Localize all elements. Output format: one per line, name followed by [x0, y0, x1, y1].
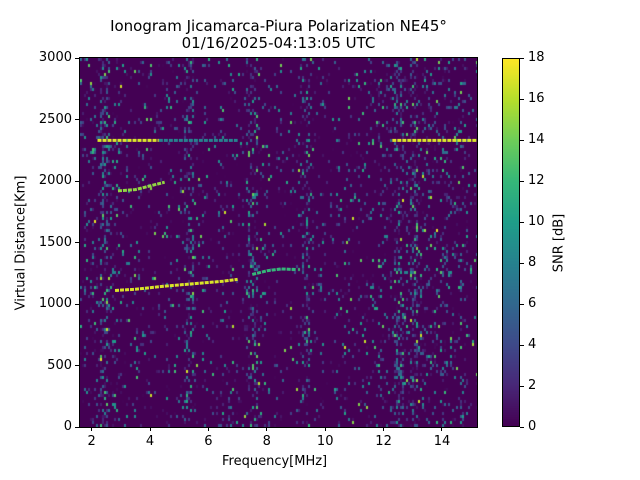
colorbar-tick-label: 18 — [528, 50, 545, 65]
x-tick — [441, 427, 443, 431]
plot-frame — [79, 57, 478, 428]
colorbar-tick — [520, 344, 524, 346]
y-tick-label: 1000 — [38, 296, 72, 311]
y-tick — [75, 242, 79, 243]
echo-trace-0 — [114, 277, 238, 292]
x-tick-label: 4 — [145, 434, 155, 449]
colorbar-tick-label: 4 — [528, 337, 537, 352]
colorbar-tick — [520, 180, 524, 182]
colorbar-tick-label: 14 — [528, 132, 545, 147]
colorbar-tick-label: 8 — [528, 255, 537, 270]
colorbar-tick — [520, 426, 524, 428]
colorbar-tick — [520, 57, 524, 59]
y-tick — [75, 365, 79, 366]
chart-title: Ionogram Jicamarca-Piura Polarization NE… — [110, 17, 447, 35]
y-tick — [75, 57, 79, 59]
y-tick-label: 1500 — [38, 234, 72, 250]
colorbar-tick — [520, 303, 524, 305]
x-tick-label: 6 — [204, 434, 213, 449]
x-tick — [91, 427, 93, 431]
colorbar-tick-label: 0 — [528, 419, 537, 434]
y-tick — [75, 119, 79, 120]
x-tick-label: 14 — [433, 434, 451, 449]
y-tick — [75, 180, 79, 182]
y-axis-label: Virtual Distance[Km] — [13, 175, 29, 311]
colorbar-tick — [520, 139, 524, 141]
colorbar-tick — [520, 98, 524, 100]
x-tick — [149, 427, 151, 431]
ionogram-heatmap — [80, 58, 477, 427]
x-tick-label: 12 — [375, 434, 392, 449]
x-tick — [383, 427, 385, 431]
colorbar-tick — [520, 385, 524, 387]
colorbar-tick-label: 12 — [528, 173, 545, 188]
colorbar-tick-label: 6 — [528, 296, 537, 311]
y-tick-label: 0 — [63, 419, 72, 434]
plot-area — [80, 58, 477, 427]
colorbar-tick-label: 10 — [528, 214, 545, 229]
x-tick-label: 8 — [262, 434, 271, 449]
y-tick-label: 2000 — [38, 173, 72, 188]
x-tick — [324, 427, 326, 431]
echo-trace-1 — [251, 267, 297, 276]
colorbar-label: SNR [dB] — [551, 213, 567, 273]
colorbar-tick-label: 16 — [528, 91, 545, 106]
x-axis-label: Frequency[MHz] — [222, 454, 328, 469]
x-tick — [266, 427, 268, 431]
colorbar — [502, 58, 520, 427]
colorbar-tick-label: 2 — [528, 378, 537, 393]
x-tick-label: 10 — [316, 434, 334, 449]
echo-trace-2 — [117, 180, 166, 193]
y-tick-label: 3000 — [38, 50, 72, 65]
colorbar-tick — [520, 262, 524, 264]
y-tick-label: 2500 — [38, 111, 72, 127]
y-tick-label: 500 — [47, 357, 72, 373]
echo-traces — [97, 138, 477, 292]
x-tick — [207, 427, 209, 431]
x-tick-label: 2 — [87, 434, 96, 449]
colorbar-tick — [520, 221, 524, 223]
y-tick — [75, 303, 79, 305]
chart-subtitle: 01/16/2025-04:13:05 UTC — [181, 34, 376, 52]
y-tick — [75, 426, 79, 428]
